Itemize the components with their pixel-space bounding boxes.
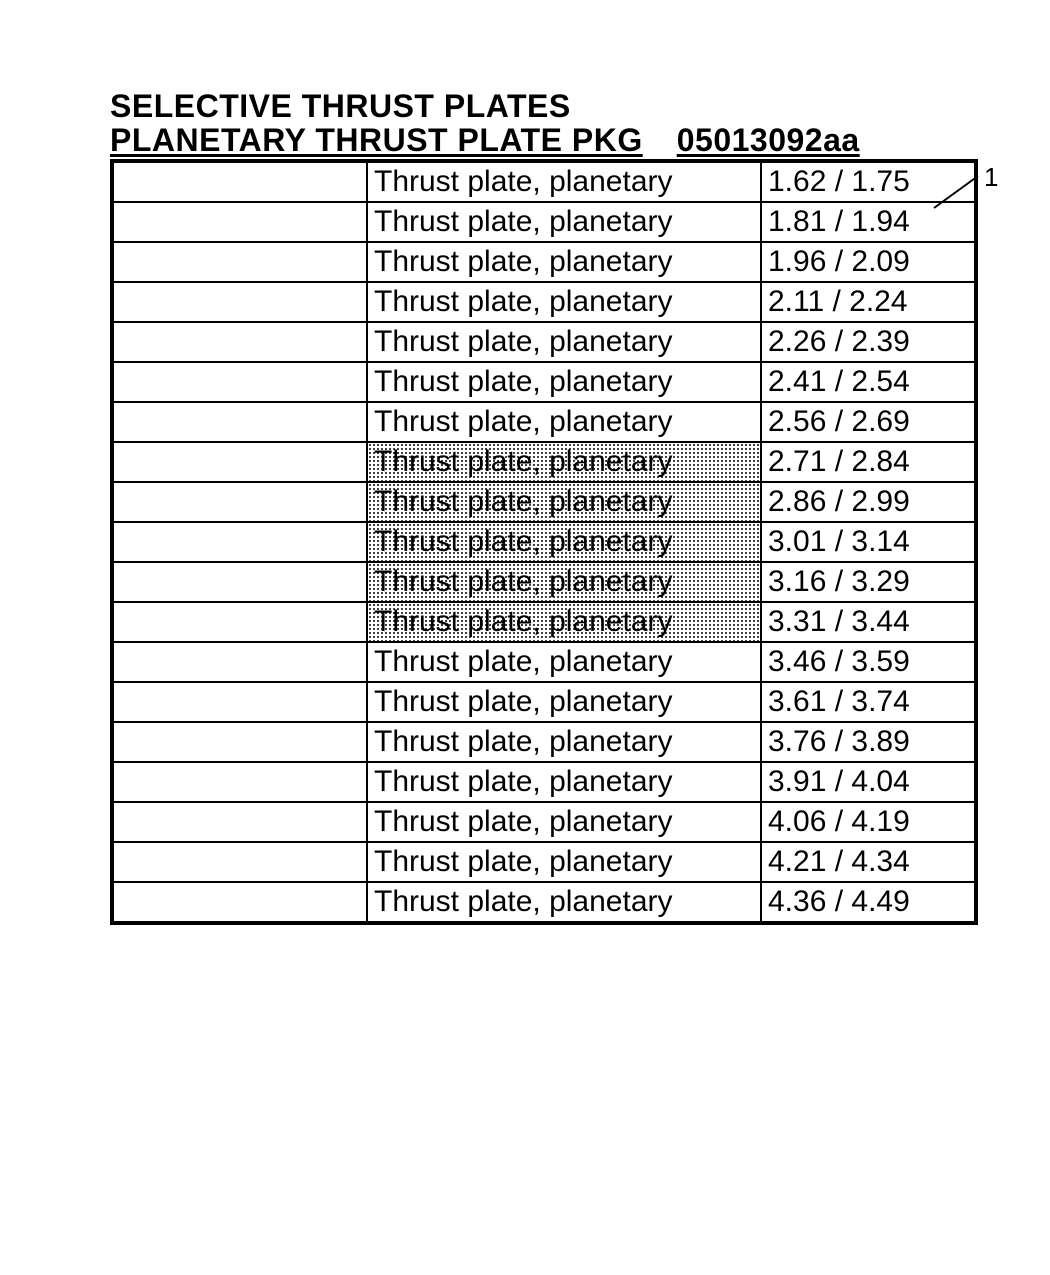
table-cell: 4.36 / 4.49 <box>761 882 976 923</box>
table-cell: Thrust plate, planetary <box>367 842 761 882</box>
table-cell <box>112 802 367 842</box>
table-cell: Thrust plate, planetary <box>367 762 761 802</box>
table-cell: 2.11 / 2.24 <box>761 282 976 322</box>
table-cell: Thrust plate, planetary <box>367 362 761 402</box>
table-row: Thrust plate, planetary4.06 / 4.19 <box>112 802 976 842</box>
table-cell: 2.86 / 2.99 <box>761 482 976 522</box>
table-cell <box>112 482 367 522</box>
table-row: Thrust plate, planetary3.01 / 3.14 <box>112 522 976 562</box>
table-row: Thrust plate, planetary2.56 / 2.69 <box>112 402 976 442</box>
table-cell <box>112 562 367 602</box>
table-cell: Thrust plate, planetary <box>367 482 761 522</box>
table-cell: Thrust plate, planetary <box>367 562 761 602</box>
table-cell <box>112 882 367 923</box>
table-cell: Thrust plate, planetary <box>367 322 761 362</box>
page-subtitle: PLANETARY THRUST PLATE PKG <box>110 124 643 158</box>
table-cell: 3.61 / 3.74 <box>761 682 976 722</box>
thrust-plate-table: Thrust plate, planetary1.62 / 1.75Thrust… <box>110 159 978 925</box>
table-row: Thrust plate, planetary2.11 / 2.24 <box>112 282 976 322</box>
callout-label: 1 <box>984 162 998 193</box>
table-row: Thrust plate, planetary3.46 / 3.59 <box>112 642 976 682</box>
table-row: Thrust plate, planetary3.31 / 3.44 <box>112 602 976 642</box>
table-cell: Thrust plate, planetary <box>367 522 761 562</box>
table-cell: 3.01 / 3.14 <box>761 522 976 562</box>
table-cell: Thrust plate, planetary <box>367 882 761 923</box>
table-cell: Thrust plate, planetary <box>367 442 761 482</box>
table-row: Thrust plate, planetary2.86 / 2.99 <box>112 482 976 522</box>
part-number: 05013092aa <box>677 124 860 158</box>
table-cell: 4.06 / 4.19 <box>761 802 976 842</box>
table-row: Thrust plate, planetary1.81 / 1.94 <box>112 202 976 242</box>
table-cell: Thrust plate, planetary <box>367 722 761 762</box>
table-cell <box>112 402 367 442</box>
page-title: SELECTIVE THRUST PLATES <box>110 90 950 124</box>
page-subtitle-row: PLANETARY THRUST PLATE PKG 05013092aa <box>110 124 950 158</box>
table-row: Thrust plate, planetary3.91 / 4.04 <box>112 762 976 802</box>
table-cell <box>112 362 367 402</box>
table-cell <box>112 282 367 322</box>
table-cell <box>112 242 367 282</box>
thrust-plate-table-body: Thrust plate, planetary1.62 / 1.75Thrust… <box>112 161 976 923</box>
table-cell: Thrust plate, planetary <box>367 682 761 722</box>
table-row: Thrust plate, planetary2.71 / 2.84 <box>112 442 976 482</box>
table-row: Thrust plate, planetary2.26 / 2.39 <box>112 322 976 362</box>
table-row: Thrust plate, planetary1.62 / 1.75 <box>112 161 976 202</box>
table-cell: Thrust plate, planetary <box>367 161 761 202</box>
table-cell: Thrust plate, planetary <box>367 202 761 242</box>
table-cell: 1.62 / 1.75 <box>761 161 976 202</box>
table-row: Thrust plate, planetary4.36 / 4.49 <box>112 882 976 923</box>
table-cell: 3.31 / 3.44 <box>761 602 976 642</box>
table-cell: Thrust plate, planetary <box>367 242 761 282</box>
table-row: Thrust plate, planetary2.41 / 2.54 <box>112 362 976 402</box>
table-cell: 3.46 / 3.59 <box>761 642 976 682</box>
table-cell <box>112 442 367 482</box>
table-cell: Thrust plate, planetary <box>367 802 761 842</box>
table-cell: Thrust plate, planetary <box>367 642 761 682</box>
table-row: Thrust plate, planetary3.76 / 3.89 <box>112 722 976 762</box>
table-cell <box>112 522 367 562</box>
table-cell: 2.71 / 2.84 <box>761 442 976 482</box>
table-cell: Thrust plate, planetary <box>367 602 761 642</box>
table-cell <box>112 322 367 362</box>
table-cell <box>112 202 367 242</box>
table-cell: 3.76 / 3.89 <box>761 722 976 762</box>
table-row: Thrust plate, planetary3.61 / 3.74 <box>112 682 976 722</box>
table-cell: 4.21 / 4.34 <box>761 842 976 882</box>
table-cell: Thrust plate, planetary <box>367 402 761 442</box>
table-cell: 1.81 / 1.94 <box>761 202 976 242</box>
table-cell <box>112 722 367 762</box>
table-cell: 2.56 / 2.69 <box>761 402 976 442</box>
subtitle-spacer <box>643 124 677 158</box>
table-row: Thrust plate, planetary3.16 / 3.29 <box>112 562 976 602</box>
table-row: Thrust plate, planetary4.21 / 4.34 <box>112 842 976 882</box>
table-cell: 3.91 / 4.04 <box>761 762 976 802</box>
table-cell: 2.26 / 2.39 <box>761 322 976 362</box>
table-cell <box>112 161 367 202</box>
table-cell: Thrust plate, planetary <box>367 282 761 322</box>
table-cell <box>112 642 367 682</box>
table-cell <box>112 602 367 642</box>
table-row: Thrust plate, planetary1.96 / 2.09 <box>112 242 976 282</box>
table-cell: 3.16 / 3.29 <box>761 562 976 602</box>
table-cell <box>112 682 367 722</box>
page-content: SELECTIVE THRUST PLATES PLANETARY THRUST… <box>110 90 950 925</box>
table-cell: 2.41 / 2.54 <box>761 362 976 402</box>
table-cell <box>112 842 367 882</box>
table-cell <box>112 762 367 802</box>
table-cell: 1.96 / 2.09 <box>761 242 976 282</box>
